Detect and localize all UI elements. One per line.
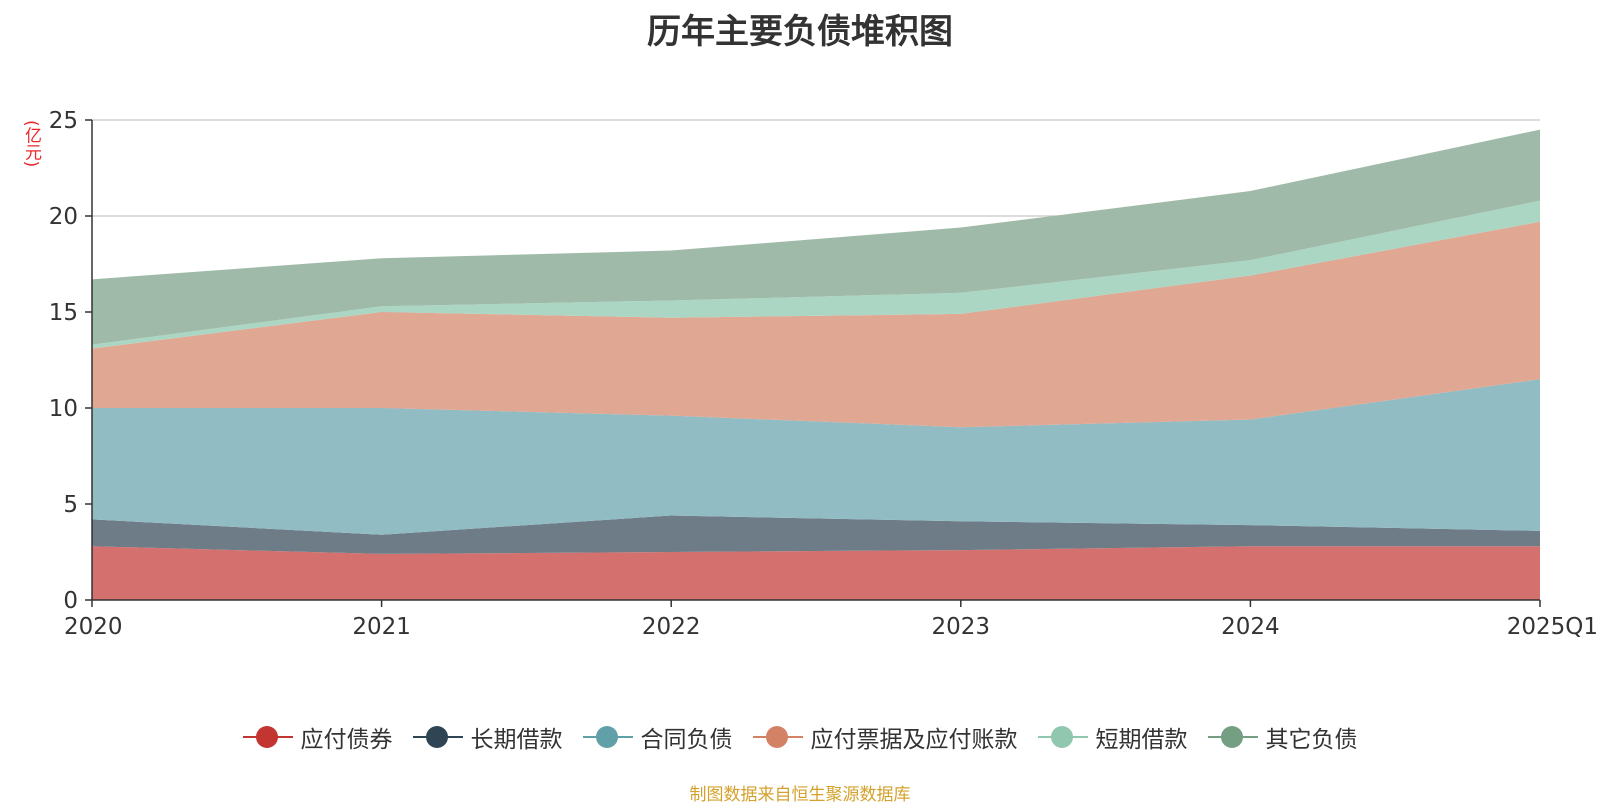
y-tick-label: 0 <box>63 588 78 614</box>
legend-label: 短期借款 <box>1095 727 1188 753</box>
y-tick-label: 5 <box>63 492 78 518</box>
area-series-4 <box>92 221 1540 428</box>
axes: 0 5 10 15 20 25 2020 2021 2022 2023 2024 2025Q1 <box>49 108 1598 640</box>
legend-label: 合同负债 <box>640 727 733 753</box>
legend-label: 应付债券 <box>300 727 393 753</box>
legend-marker-icon <box>582 725 633 749</box>
chart-title: 历年主要负债堆积图 <box>647 12 953 52</box>
area-series-3 <box>92 379 1540 535</box>
x-tick-label: 2022 <box>642 614 701 640</box>
legend-item-6[interactable]: 其它负债 <box>1207 720 1358 754</box>
x-tick-label: 2023 <box>932 614 991 640</box>
legend: 应付债券 长期借款 合同负债 应付票据及应付账款 短期借款 其它负债 <box>0 720 1600 754</box>
legend-label: 其它负债 <box>1265 727 1358 753</box>
area-series-6 <box>92 129 1540 345</box>
y-tick-label: 25 <box>49 108 78 134</box>
legend-item-1[interactable]: 应付债券 <box>242 720 393 754</box>
legend-marker-icon <box>242 725 293 749</box>
area-series-5 <box>92 200 1540 349</box>
legend-marker-icon <box>1037 725 1088 749</box>
legend-marker-icon <box>752 725 803 749</box>
y-axis-unit-label: (亿元) <box>21 120 41 168</box>
legend-item-4[interactable]: 应付票据及应付账款 <box>752 720 1018 754</box>
legend-item-3[interactable]: 合同负债 <box>582 720 733 754</box>
y-tick-label: 20 <box>49 204 78 230</box>
x-tick-label: 2025Q1 <box>1507 614 1598 640</box>
legend-marker-icon <box>1207 725 1258 749</box>
area-series <box>92 129 1540 600</box>
area-series-1 <box>92 546 1540 600</box>
y-tick-label: 15 <box>49 300 78 326</box>
legend-item-2[interactable]: 长期借款 <box>412 720 563 754</box>
legend-label: 长期借款 <box>470 727 563 753</box>
legend-item-5[interactable]: 短期借款 <box>1037 720 1188 754</box>
data-source-note: 制图数据来自恒生聚源数据库 <box>689 785 911 805</box>
area-series-2 <box>92 515 1540 554</box>
legend-marker-icon <box>412 725 463 749</box>
legend-label: 应付票据及应付账款 <box>810 727 1018 753</box>
x-tick-label: 2021 <box>352 614 411 640</box>
x-tick-label: 2024 <box>1221 614 1280 640</box>
x-tick-label: 2020 <box>64 614 123 640</box>
y-tick-label: 10 <box>49 396 78 422</box>
